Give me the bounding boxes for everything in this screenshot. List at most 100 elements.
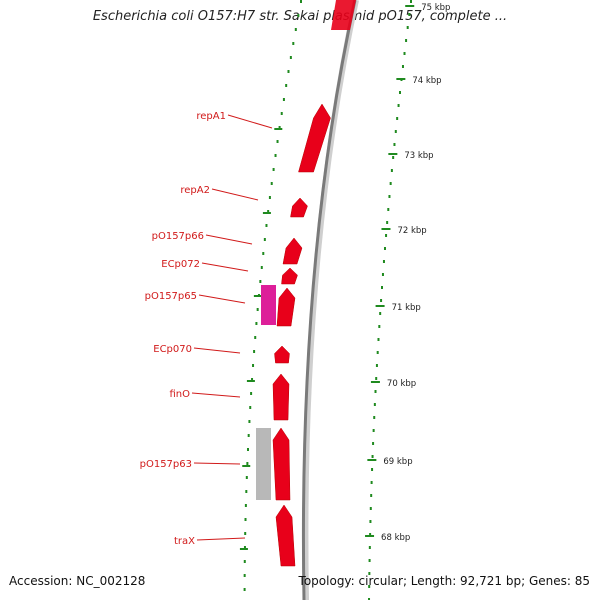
leader-line: [193, 347, 241, 354]
kbp-tick-mark: [381, 228, 391, 230]
minor-tick: [369, 507, 372, 510]
gene-arrow-finO: [272, 373, 290, 421]
leader-line: [191, 392, 241, 398]
gene-arrow-ECp072: [281, 267, 298, 285]
minor-tick: [263, 238, 266, 241]
minor-tick: [372, 429, 375, 432]
minor-tick: [265, 224, 268, 227]
kbp-tick-mark: [367, 459, 377, 461]
minor-tick: [374, 390, 377, 393]
major-tick: [274, 128, 283, 130]
map-title: Escherichia coli O157:H7 str. Sakai plas…: [92, 9, 508, 24]
gene-box-magenta: [261, 285, 276, 325]
kbp-tick-mark: [388, 153, 398, 155]
minor-tick: [256, 308, 259, 311]
minor-tick: [368, 546, 371, 549]
minor-tick: [267, 210, 270, 213]
minor-tick: [386, 221, 389, 224]
minor-tick: [369, 533, 372, 536]
minor-tick: [375, 377, 378, 380]
minor-tick: [287, 70, 290, 73]
minor-tick: [244, 504, 247, 507]
minor-tick: [249, 406, 252, 409]
minor-tick: [368, 585, 371, 588]
minor-tick: [375, 364, 378, 367]
minor-tick: [285, 84, 288, 87]
minor-tick: [401, 65, 404, 68]
inner-tick-ring: [239, 0, 302, 591]
minor-tick: [385, 234, 388, 237]
minor-tick: [272, 168, 275, 171]
gene-label: repA2: [180, 185, 210, 196]
leader-line: [211, 188, 259, 201]
minor-tick: [260, 266, 263, 269]
gene-label: ECp070: [153, 344, 192, 355]
minor-tick: [396, 117, 399, 120]
gene-label: pO157p63: [140, 459, 192, 470]
kbp-label: 68 kbp: [381, 533, 410, 543]
minor-tick: [243, 574, 246, 577]
gene-arrow-pO157p66: [282, 237, 303, 265]
minor-tick: [368, 598, 371, 600]
minor-tick: [270, 182, 273, 185]
minor-tick: [243, 588, 246, 591]
minor-tick: [253, 350, 256, 353]
minor-tick: [388, 195, 391, 198]
minor-tick: [371, 468, 374, 471]
minor-tick: [247, 434, 250, 437]
leader-line: [205, 234, 253, 245]
kbp-tick-mark: [375, 305, 385, 307]
minor-tick: [408, 13, 411, 16]
minor-tick: [243, 560, 246, 563]
minor-tick: [373, 416, 376, 419]
kbp-label: 74 kbp: [412, 76, 441, 86]
minor-tick: [371, 455, 374, 458]
gene-label: finO: [169, 389, 190, 400]
minor-tick: [244, 518, 247, 521]
major-tick: [253, 295, 262, 297]
minor-tick: [377, 338, 380, 341]
outer-tick-ring: [368, 0, 412, 600]
gene-label: pO157p66: [152, 231, 204, 242]
gene-arrow: [331, 0, 356, 30]
minor-tick: [398, 91, 401, 94]
minor-tick: [252, 364, 255, 367]
minor-tick: [289, 56, 292, 59]
minor-tick: [380, 299, 383, 302]
minor-tick: [370, 481, 373, 484]
minor-tick: [405, 39, 408, 42]
gene-arrow-repA2: [290, 197, 308, 218]
minor-tick: [251, 378, 254, 381]
minor-tick: [393, 143, 396, 146]
minor-tick: [250, 392, 253, 395]
kbp-label: 69 kbp: [383, 457, 412, 467]
minor-tick: [255, 322, 258, 325]
kbp-label: 72 kbp: [397, 226, 426, 236]
minor-tick: [373, 403, 376, 406]
major-tick: [262, 212, 271, 214]
kbp-label: 73 kbp: [404, 151, 433, 161]
kbp-tick-mark: [405, 5, 415, 7]
minor-tick: [297, 14, 300, 17]
leader-line: [196, 537, 246, 541]
major-tick: [239, 548, 248, 550]
minor-tick: [389, 182, 392, 185]
minor-tick: [245, 476, 248, 479]
minor-tick: [254, 336, 257, 339]
minor-tick: [243, 546, 246, 549]
minor-tick: [383, 247, 386, 250]
major-tick: [246, 380, 255, 382]
gene-box-gray: [256, 428, 271, 500]
minor-tick: [268, 196, 271, 199]
kbp-tick-mark: [396, 78, 406, 80]
minor-tick: [248, 420, 251, 423]
leader-line: [227, 114, 273, 129]
minor-tick: [397, 104, 400, 107]
kbp-label: 75 kbp: [421, 3, 450, 13]
minor-tick: [380, 286, 383, 289]
minor-tick: [294, 28, 297, 31]
minor-tick: [245, 490, 248, 493]
kbp-label-group: 75 kbp 74 kbp 73 kbp 72 kbp 71 kbp 70 kbp 69 k…: [365, 3, 450, 543]
accession-text: Accession: NC_002128: [9, 574, 146, 588]
minor-tick: [406, 26, 409, 29]
